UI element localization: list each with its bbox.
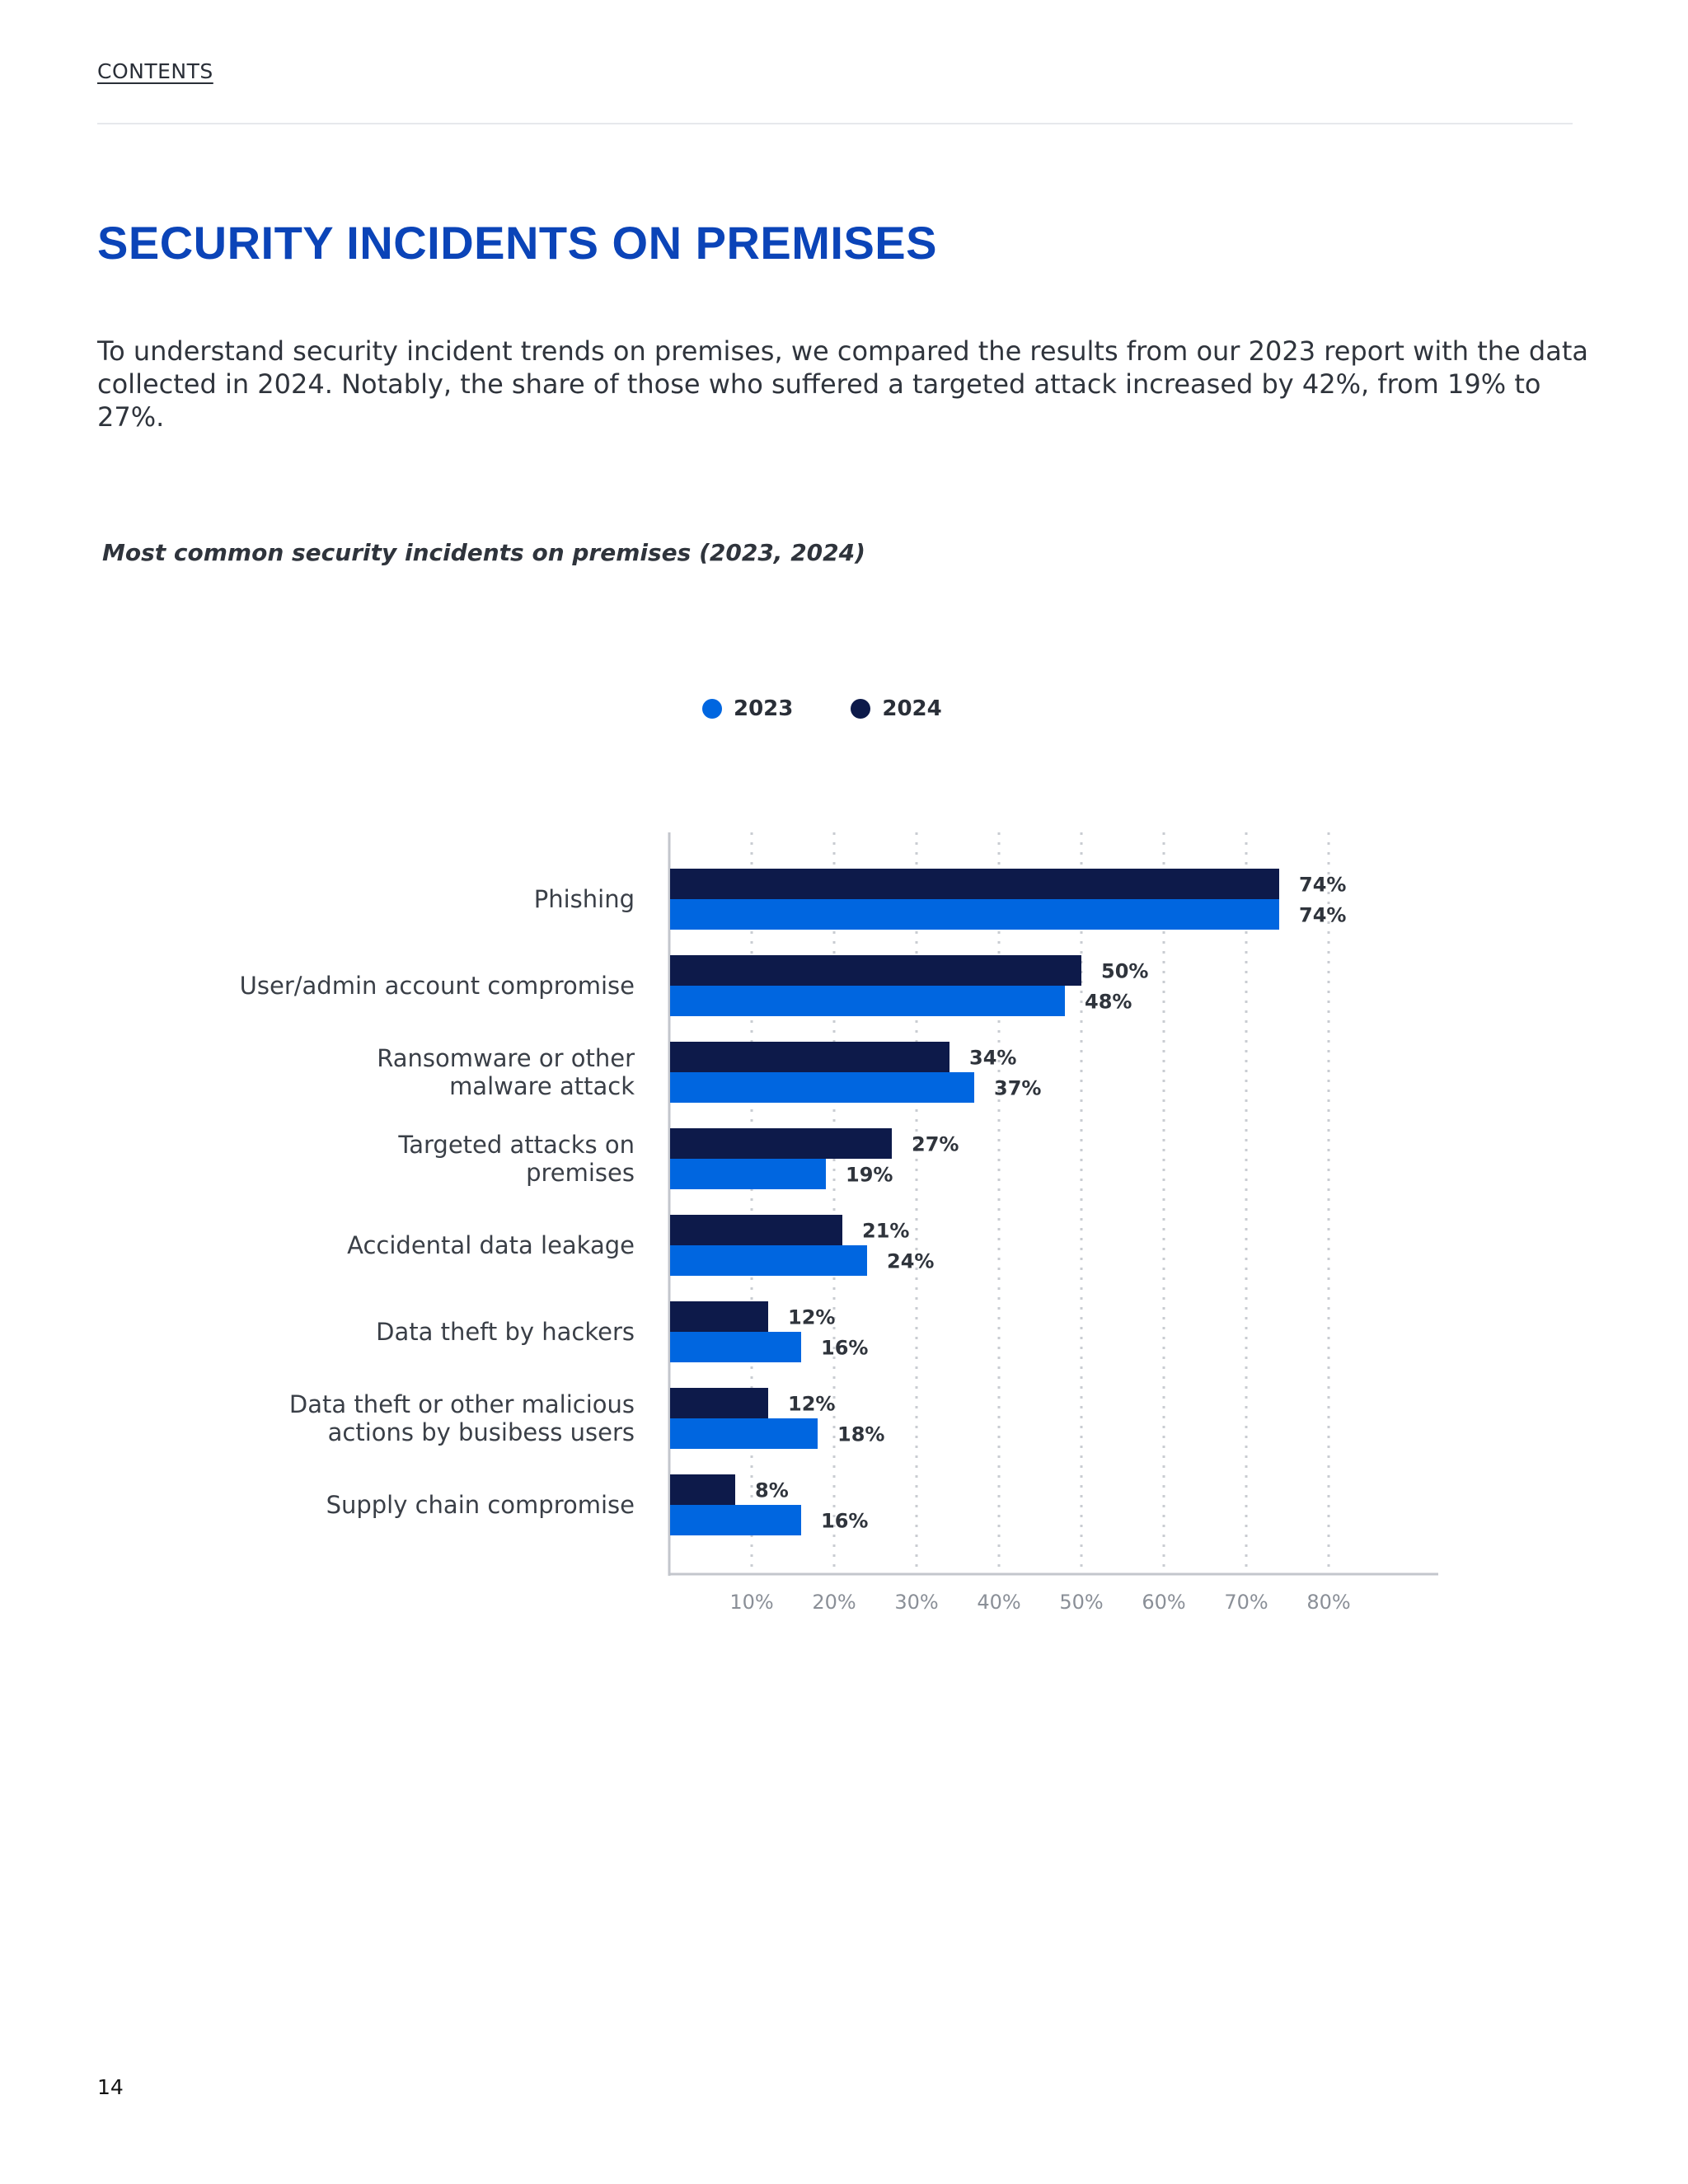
category-label: Data theft by hackers	[376, 1318, 635, 1346]
bar-2023	[670, 1418, 818, 1449]
bar-2023	[670, 1332, 801, 1362]
category-label: Ransomware or other	[377, 1044, 635, 1072]
bar-2024	[670, 1215, 842, 1245]
bar-2023	[670, 1245, 867, 1276]
data-label-2023: 74%	[1299, 904, 1346, 927]
category-label: Supply chain compromise	[326, 1491, 635, 1519]
data-label-2024: 34%	[969, 1047, 1016, 1070]
data-label-2023: 48%	[1085, 991, 1132, 1014]
data-label-2024: 12%	[788, 1306, 835, 1329]
legend-label-2024: 2024	[882, 696, 942, 721]
data-label-2023: 18%	[837, 1423, 884, 1446]
bar-2024	[670, 955, 1081, 986]
legend-label-2023: 2023	[734, 696, 794, 721]
x-tick-label: 60%	[1142, 1591, 1185, 1614]
bar-2023	[670, 1505, 801, 1535]
category-label: malware attack	[449, 1072, 635, 1100]
x-tick-label: 20%	[812, 1591, 856, 1614]
bar-2024	[670, 1042, 950, 1072]
intro-paragraph: To understand security incident trends o…	[97, 335, 1588, 433]
legend-item-2023: 2023	[702, 696, 793, 721]
x-tick-label: 40%	[977, 1591, 1020, 1614]
data-label-2024: 27%	[912, 1133, 959, 1156]
category-label: User/admin account compromise	[240, 972, 635, 1000]
x-tick-label: 80%	[1306, 1591, 1350, 1614]
category-label: Accidental data leakage	[347, 1231, 635, 1259]
header-divider	[97, 123, 1573, 124]
legend-item-2024: 2024	[851, 696, 942, 721]
bar-2023	[670, 899, 1279, 930]
contents-link[interactable]: CONTENTS	[97, 59, 213, 83]
bar-2024	[670, 1128, 892, 1159]
page-number: 14	[97, 2075, 124, 2099]
data-label-2024: 21%	[862, 1220, 909, 1243]
category-label: Data theft or other malicious	[289, 1390, 635, 1418]
category-label: premises	[526, 1159, 635, 1187]
legend-swatch-2024	[851, 699, 871, 719]
data-label-2023: 16%	[821, 1337, 868, 1360]
data-label-2023: 24%	[887, 1250, 934, 1273]
data-label-2024: 12%	[788, 1393, 835, 1416]
chart-legend: 2023 2024	[702, 694, 942, 724]
bar-2024	[670, 1474, 735, 1505]
bar-2023	[670, 1159, 826, 1189]
x-tick-label: 50%	[1059, 1591, 1103, 1614]
data-label-2024: 8%	[755, 1479, 789, 1502]
category-label: Targeted attacks on	[397, 1131, 635, 1159]
bar-2023	[670, 986, 1065, 1016]
data-label-2024: 50%	[1101, 960, 1148, 983]
data-label-2023: 19%	[846, 1164, 893, 1187]
category-label: Phishing	[534, 885, 635, 913]
bar-2024	[670, 1388, 768, 1418]
x-tick-label: 10%	[729, 1591, 773, 1614]
data-label-2023: 16%	[821, 1510, 868, 1533]
category-label: actions by busibess users	[328, 1418, 635, 1446]
legend-swatch-2023	[702, 699, 722, 719]
bar-2024	[670, 869, 1279, 899]
bar-2023	[670, 1072, 974, 1103]
page-title: SECURITY INCIDENTS ON PREMISES	[97, 217, 938, 269]
chart-title: Most common security incidents on premis…	[102, 539, 865, 566]
x-tick-label: 70%	[1224, 1591, 1268, 1614]
x-tick-label: 30%	[894, 1591, 938, 1614]
data-label-2024: 74%	[1299, 874, 1346, 897]
bar-2024	[670, 1301, 768, 1332]
data-label-2023: 37%	[994, 1077, 1041, 1100]
